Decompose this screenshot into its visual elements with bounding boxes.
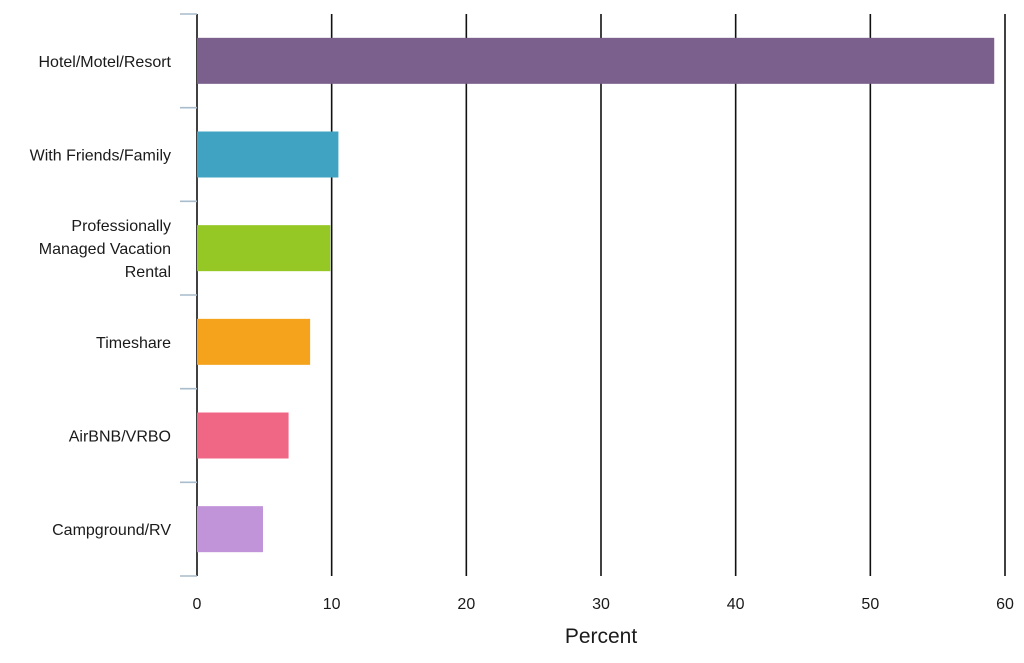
category-label-line: Rental bbox=[125, 264, 171, 281]
bar bbox=[197, 506, 263, 553]
category-label-line: Campground/RV bbox=[52, 522, 171, 539]
x-tick-label: 30 bbox=[592, 596, 610, 613]
category-label: AirBNB/VRBO bbox=[69, 429, 171, 446]
bar bbox=[197, 412, 289, 459]
bar bbox=[197, 131, 339, 178]
x-tick-label: 0 bbox=[193, 596, 202, 613]
x-tick-label: 10 bbox=[323, 596, 341, 613]
x-tick-label: 40 bbox=[727, 596, 745, 613]
x-tick-label: 20 bbox=[457, 596, 475, 613]
x-tick-labels: 0 10 20 30 40 50 60 bbox=[193, 596, 1014, 613]
x-tick-label: 60 bbox=[996, 596, 1014, 613]
category-label-line: AirBNB/VRBO bbox=[69, 429, 171, 446]
category-labels: Hotel/Motel/Resort With Friends/Family Pro… bbox=[30, 54, 172, 539]
gridlines bbox=[196, 14, 1006, 576]
x-axis-title: Percent bbox=[565, 625, 638, 648]
bars bbox=[197, 37, 995, 553]
y-axis-ticks bbox=[180, 13, 197, 577]
bar bbox=[197, 225, 331, 272]
bar bbox=[197, 318, 311, 365]
bar bbox=[197, 37, 995, 84]
x-tick-label: 50 bbox=[861, 596, 879, 613]
category-label-line: Hotel/Motel/Resort bbox=[39, 54, 172, 71]
category-label: Campground/RV bbox=[52, 522, 171, 539]
category-label-line: Professionally bbox=[71, 218, 171, 235]
category-label-line: With Friends/Family bbox=[30, 148, 171, 165]
category-label-line: Managed Vacation bbox=[39, 241, 171, 258]
category-label: Hotel/Motel/Resort bbox=[39, 54, 172, 71]
category-label: With Friends/Family bbox=[30, 148, 171, 165]
category-label: Timeshare bbox=[96, 335, 171, 352]
category-label-line: Timeshare bbox=[96, 335, 171, 352]
category-label: Professionally Managed Vacation Rental bbox=[39, 218, 171, 281]
